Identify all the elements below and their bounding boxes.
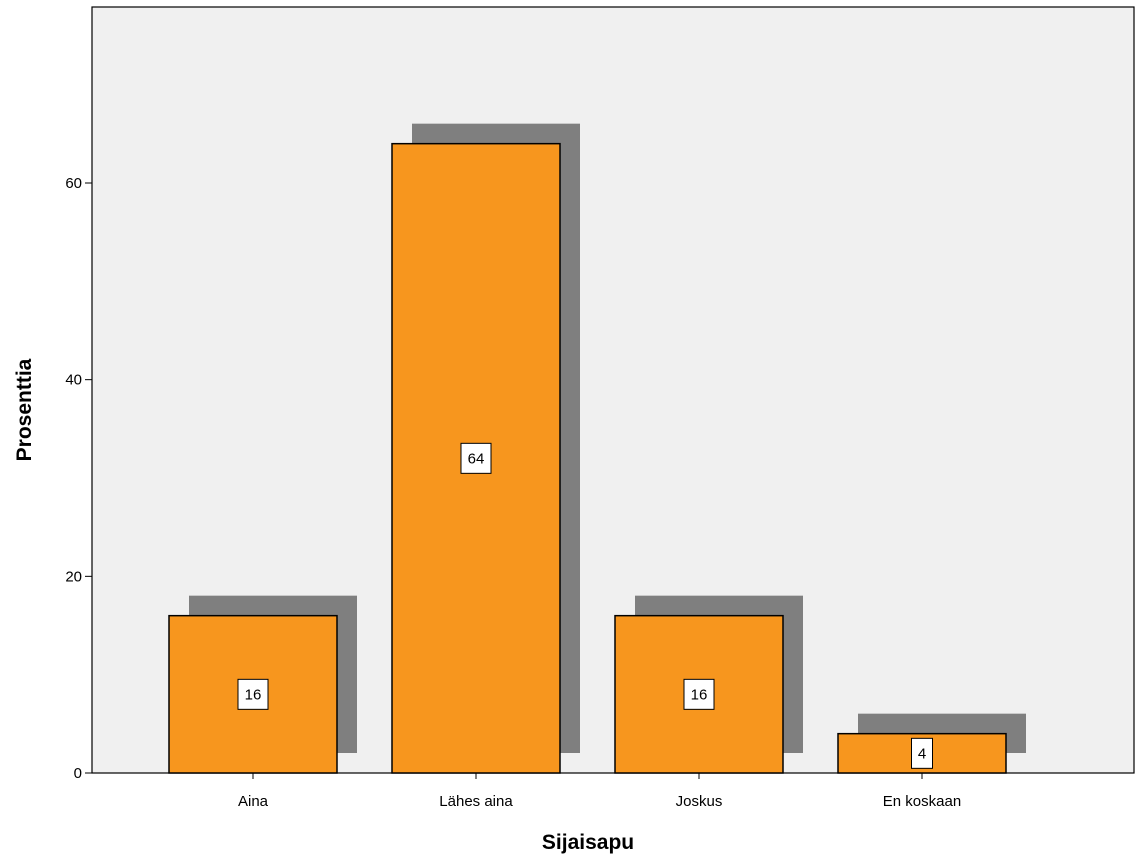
data-label-box [460, 442, 492, 474]
bar-lähes-aina [391, 142, 561, 774]
y-tick-label: 60 [65, 175, 82, 192]
x-tick-label: Lähes aina [439, 793, 513, 810]
data-label: 64 [468, 450, 485, 467]
x-axis: Aina Lähes aina Joskus En koskaan [238, 773, 961, 810]
data-label-box [237, 678, 269, 710]
y-tick-label: 40 [65, 372, 82, 389]
y-tick-label: 20 [65, 568, 82, 585]
data-label-box [683, 678, 715, 710]
y-axis: 0 20 40 60 [65, 175, 92, 782]
bars [168, 142, 1007, 774]
y-tick-label: 0 [74, 765, 82, 782]
x-tick-label: Aina [238, 793, 269, 810]
x-tick-label: Joskus [676, 793, 723, 810]
data-label-box [911, 737, 933, 769]
x-tick-label: En koskaan [883, 793, 961, 810]
data-label: 16 [245, 686, 262, 703]
data-label: 16 [691, 686, 708, 703]
x-axis-title: Sijaisapu [542, 831, 634, 854]
data-labels: 16 64 16 4 [237, 442, 933, 769]
y-axis-title: Prosenttia [13, 358, 36, 461]
data-label: 4 [918, 745, 926, 762]
